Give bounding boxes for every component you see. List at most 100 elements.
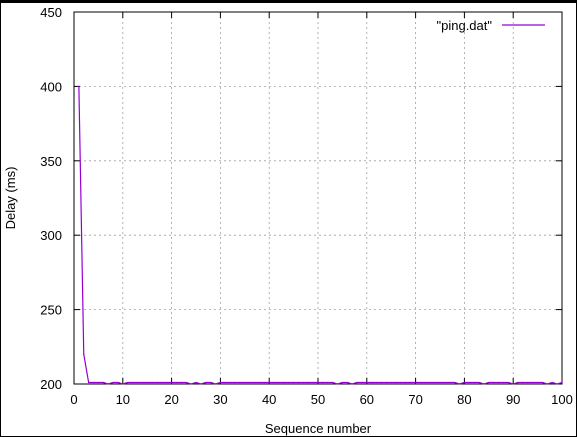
data-point [83, 353, 85, 355]
x-tick-label: 70 [408, 392, 422, 407]
data-point [141, 381, 143, 384]
data-point [454, 381, 456, 384]
data-point [527, 381, 529, 384]
data-point [297, 381, 300, 384]
data-point [537, 381, 539, 384]
data-point [458, 383, 461, 385]
data-point [190, 383, 192, 385]
x-tick-label: 100 [551, 392, 573, 407]
data-point [234, 381, 236, 384]
data-point [239, 381, 241, 384]
data-point [107, 383, 109, 385]
data-point [532, 381, 534, 384]
data-point [322, 381, 324, 384]
data-point [317, 381, 319, 384]
data-point [92, 381, 95, 384]
x-tick-label: 0 [70, 392, 77, 407]
x-tick-label: 50 [311, 392, 325, 407]
data-point [356, 381, 358, 384]
data-point [195, 381, 197, 384]
data-point [385, 381, 387, 384]
data-point [546, 383, 548, 385]
x-tick-label: 30 [213, 392, 227, 407]
data-point [507, 381, 509, 384]
data-point [551, 381, 553, 384]
data-point [541, 381, 544, 384]
y-tick-label: 200 [40, 377, 62, 392]
data-point [371, 381, 373, 384]
data-point [522, 381, 524, 384]
data-point [395, 381, 397, 384]
data-point [205, 381, 207, 384]
data-point [351, 383, 353, 385]
data-point [556, 383, 558, 385]
data-point [161, 381, 163, 384]
data-point [185, 381, 187, 384]
data-point [502, 381, 505, 384]
data-point [405, 381, 407, 384]
data-point [478, 381, 480, 384]
data-point [244, 381, 246, 384]
data-point [361, 381, 363, 384]
data-point [219, 381, 221, 384]
data-point [224, 381, 226, 384]
data-point [146, 381, 148, 384]
data-point [444, 381, 446, 384]
data-point [293, 381, 295, 384]
data-point [336, 383, 339, 385]
data-point [253, 381, 256, 384]
x-tick-label: 60 [360, 392, 374, 407]
data-point [434, 381, 436, 384]
data-point [136, 381, 139, 384]
x-tick-label: 40 [262, 392, 276, 407]
data-point [327, 381, 329, 384]
data-point [346, 381, 348, 384]
data-point [151, 381, 153, 384]
y-tick-label: 250 [40, 303, 62, 318]
data-point [102, 381, 104, 384]
data-point [429, 381, 431, 384]
series-line [78, 86, 563, 385]
data-point [175, 381, 178, 384]
data-point [88, 381, 90, 384]
data-point [302, 381, 304, 384]
data-point [180, 381, 182, 384]
data-point [439, 381, 441, 384]
data-point [117, 381, 119, 384]
data-point [517, 381, 519, 384]
x-tick-label: 20 [164, 392, 178, 407]
data-point [258, 381, 261, 384]
legend-label: "ping.dat" [437, 18, 493, 33]
y-tick-label: 400 [40, 79, 62, 94]
data-point [171, 381, 173, 384]
data-point [473, 381, 475, 384]
y-tick-label: 350 [40, 154, 62, 169]
x-axis-label: Sequence number [265, 421, 372, 436]
data-point [410, 381, 412, 384]
data-point [166, 381, 168, 384]
data-point [463, 381, 465, 384]
data-point [400, 381, 402, 384]
data-point [283, 381, 285, 384]
data-point [288, 381, 290, 384]
data-point [268, 381, 270, 384]
grid-lines [73, 11, 563, 385]
data-point [200, 383, 202, 385]
data-point [493, 381, 495, 384]
data-point [229, 381, 231, 384]
data-point [312, 381, 314, 384]
data-point [278, 381, 280, 384]
data-point [424, 381, 426, 384]
data-point [415, 381, 417, 384]
data-point [419, 381, 422, 384]
data-point [512, 383, 514, 385]
y-tick-label: 300 [40, 228, 62, 243]
data-point [122, 383, 124, 385]
data-point [156, 381, 158, 384]
y-tick-label: 450 [40, 5, 62, 20]
data-point [210, 381, 212, 384]
data-point [131, 381, 134, 384]
data-point [561, 381, 563, 384]
data-point [497, 381, 500, 384]
